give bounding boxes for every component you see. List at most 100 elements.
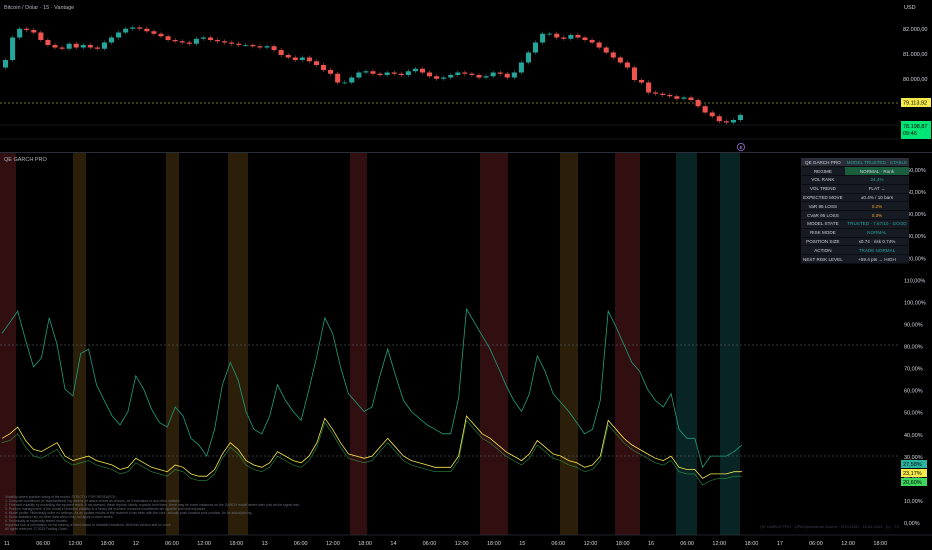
candle [87, 45, 93, 48]
candle [702, 106, 708, 113]
prev-close-label: 79.113,92 [903, 101, 927, 107]
candle [603, 47, 609, 53]
value-badge-upper-label: 27,58% [903, 462, 922, 468]
stats-key: ACTION [801, 245, 845, 256]
candle [547, 33, 553, 35]
candle [130, 27, 136, 29]
candle [419, 68, 425, 73]
note-line: All rights reserved. © 2025 Trading Garc… [5, 527, 69, 531]
note-line: Important risk of information on the tra… [5, 523, 172, 527]
candle [582, 37, 588, 40]
stats-key: EXPECTED MOVE [801, 193, 845, 203]
time-tick: 18:00 [229, 541, 243, 547]
event-marker[interactable] [737, 142, 746, 151]
stats-key: RISK MODE [801, 228, 845, 238]
price-pane[interactable]: Bitcoin / Dolar · 15 · Vantage USD 82.00… [0, 5, 931, 151]
candle [257, 46, 263, 48]
regime-bands [0, 153, 740, 535]
time-tick: 16 [648, 541, 654, 547]
price-tick: 80.000,00 [903, 77, 927, 83]
candle [215, 40, 221, 42]
stats-key: MODEL STATE [801, 219, 845, 229]
time-tick: 18:00 [358, 541, 372, 547]
candle [328, 70, 334, 74]
candle [66, 43, 72, 49]
indicator-pane[interactable]: QE GARCH PRO 160,00% 150,00% 140,00% 130,00… [0, 153, 927, 535]
percent-tick: 150,00% [904, 190, 926, 196]
candle [186, 42, 192, 44]
regime-band [73, 153, 86, 535]
stats-value: 0.2% [844, 201, 910, 212]
time-tick: 12:00 [455, 541, 469, 547]
last-price-label: 78.198,87 [903, 124, 927, 130]
candle [45, 40, 51, 45]
regime-band [0, 153, 16, 535]
candle [476, 75, 482, 78]
stats-key: CVaR 95 LOSS [801, 210, 845, 221]
stats-value: x0.74 · risk 0.74% [844, 237, 910, 247]
candle [688, 97, 694, 100]
candle [462, 72, 468, 74]
percent-tick: 140,00% [904, 212, 926, 218]
stats-row: VaR 95 LOSS 0.2% [801, 201, 910, 212]
candle [511, 72, 517, 78]
stats-value: TRUSTED · 7.67/10 · GOOD [844, 219, 910, 229]
time-tick: 06:00 [680, 541, 694, 547]
regime-band [166, 153, 179, 535]
candle [250, 45, 256, 47]
candle [3, 60, 9, 68]
value-badge-mid [901, 469, 927, 477]
time-tick: 18:00 [873, 541, 887, 547]
candle [391, 72, 397, 74]
stats-row: RISK MODE NORMAL [801, 228, 910, 238]
candle [624, 62, 630, 68]
candles-group [3, 25, 743, 125]
regime-band [560, 153, 578, 535]
last-price-badge [901, 121, 931, 139]
candle [377, 73, 383, 75]
candle [639, 80, 645, 83]
value-badge-low [901, 478, 927, 486]
candle [10, 37, 16, 60]
percent-tick: 10,00% [904, 499, 923, 505]
candle [518, 62, 524, 73]
candle [469, 73, 475, 75]
candle [667, 95, 673, 97]
percent-tick: 50,00% [904, 411, 923, 417]
stats-row: CVaR 95 LOSS 0.3% [801, 210, 910, 221]
candle [313, 61, 319, 65]
time-tick: 12:00 [841, 541, 855, 547]
time-tick: 12:00 [584, 541, 598, 547]
currency-label[interactable]: USD [904, 5, 916, 11]
candle [158, 33, 164, 37]
candle [631, 67, 637, 80]
time-axis[interactable]: 11 06:00 12:00 18:00 12 06:00 12:00 18:00 13 06:0… [4, 541, 887, 547]
candle [575, 35, 581, 38]
candle [504, 73, 510, 78]
time-tick: 06:00 [294, 541, 308, 547]
time-tick: 18:00 [745, 541, 759, 547]
prev-close-badge [901, 98, 931, 107]
indicator-name[interactable]: QE GARCH PRO [4, 157, 48, 163]
candle [31, 30, 37, 33]
candle [321, 65, 327, 70]
percent-tick: 40,00% [904, 433, 923, 439]
candle [24, 28, 30, 30]
time-tick: 06:00 [551, 541, 565, 547]
candle [646, 82, 652, 93]
stats-key: VOL RANK [801, 175, 845, 185]
stats-header-value: MODEL TRUSTED · STABLE [844, 158, 910, 168]
stats-header-key: QE GARCH PRO [801, 158, 845, 168]
series-low-line [1, 419, 742, 486]
time-tick: 06:00 [809, 541, 823, 547]
stats-row: NEXT RISK LEVEL +59.4 pts → HIGH [801, 254, 910, 265]
candle [653, 92, 659, 94]
stats-value: +59.4 pts → HIGH [844, 254, 910, 265]
percent-tick: 0,00% [904, 521, 920, 527]
stats-value: FLAT → [844, 184, 910, 194]
candle [151, 31, 157, 34]
regime-band [228, 153, 248, 535]
regime-band [480, 153, 508, 535]
series-upper-line [1, 307, 743, 469]
